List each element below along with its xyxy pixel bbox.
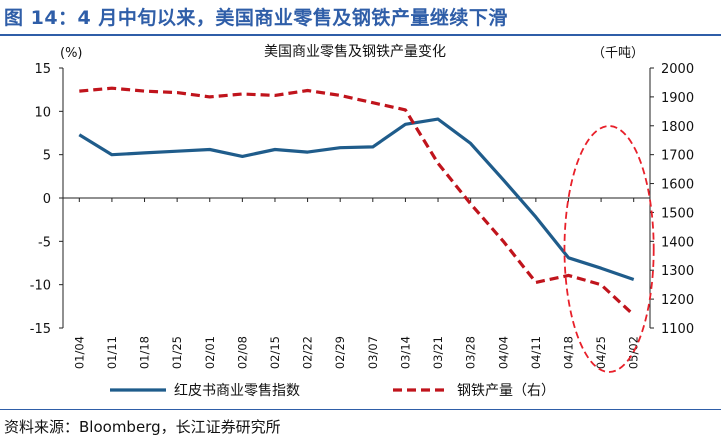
- x-tick-label: 01/04: [72, 336, 86, 369]
- legend-label-steel: 钢铁产量（右）: [457, 383, 555, 399]
- left-axis-unit: (%): [60, 46, 83, 61]
- highlight-ellipse: [563, 125, 655, 373]
- line-chart: 美国商业零售及钢铁产量变化 (%) （千吨） 15 10 5 0 -5 -10 -15 200…: [30, 44, 694, 399]
- x-tick-label: 03/21: [431, 336, 445, 369]
- chart-title: 美国商业零售及钢铁产量变化: [264, 44, 446, 60]
- x-tick-label: 03/28: [464, 336, 478, 369]
- right-axis-unit: （千吨）: [592, 46, 644, 61]
- redbook-retail-line: [78, 117, 635, 282]
- source-note: 资料来源：Bloomberg，长江证券研究所: [4, 418, 281, 436]
- left-tick-label: 15: [34, 62, 51, 77]
- right-tick-label: 1200: [661, 293, 694, 308]
- x-tick-label: 03/14: [398, 336, 412, 369]
- x-tick-label: 01/18: [138, 336, 152, 369]
- x-tick-label: 04/25: [594, 336, 608, 369]
- x-tick-label: 02/29: [333, 336, 347, 369]
- right-tick-label: 1600: [661, 178, 694, 193]
- left-tick-label: 5: [43, 149, 51, 164]
- right-tick-label: 1100: [661, 322, 694, 337]
- x-tick-label: 05/02: [627, 336, 641, 369]
- left-tick-label: -10: [30, 279, 51, 294]
- right-tick-label: 1300: [661, 264, 694, 279]
- right-tick-label: 1700: [661, 149, 694, 164]
- right-tick-label: 1800: [661, 120, 694, 135]
- x-tick-label: 03/07: [366, 336, 380, 369]
- right-tick-label: 1400: [661, 235, 694, 250]
- x-tick-label: 04/18: [561, 336, 575, 369]
- x-tick-label: 02/08: [235, 336, 249, 369]
- right-tick-label: 1500: [661, 206, 694, 221]
- x-tick-label: 01/25: [170, 336, 184, 369]
- right-tick-label: 2000: [661, 62, 694, 77]
- legend-label-redbook: 红皮书商业零售指数: [174, 383, 300, 399]
- x-tick-label: 04/11: [529, 336, 543, 369]
- left-tick-label: -15: [30, 322, 51, 337]
- left-tick-label: 0: [43, 192, 51, 207]
- steel-output-line: [79, 86, 635, 317]
- figure-title: 图 14：4 月中旬以来，美国商业零售及钢铁产量继续下滑: [4, 7, 508, 29]
- x-tick-label: 02/01: [203, 336, 217, 369]
- left-tick-label: -5: [38, 235, 51, 250]
- x-tick-label: 04/04: [496, 336, 510, 369]
- bottom-rule: [0, 409, 721, 410]
- x-tick-label: 01/11: [105, 336, 119, 369]
- title-rule: [0, 34, 721, 36]
- x-tick-label: 02/15: [268, 336, 282, 369]
- x-tick-label: 02/22: [301, 336, 315, 369]
- right-tick-label: 1900: [661, 91, 694, 106]
- left-tick-label: 10: [34, 105, 51, 120]
